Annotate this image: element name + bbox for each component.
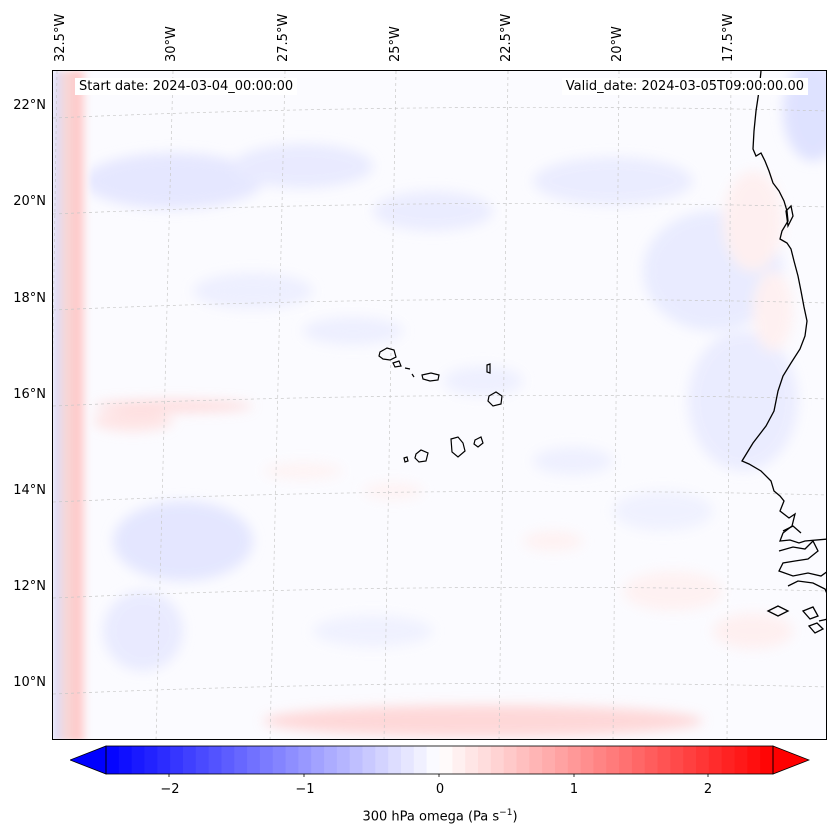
- omega-field: [53, 71, 826, 739]
- colorbar-cell: [388, 746, 402, 774]
- colorbar-cell: [452, 746, 466, 774]
- colorbar-cell: [182, 746, 197, 774]
- colorbar-cell: [734, 746, 748, 774]
- colorbar-cell: [401, 746, 415, 774]
- colorbar-cell: [439, 746, 453, 774]
- colorbar-cell: [503, 746, 518, 774]
- colorbar-cell: [696, 746, 710, 774]
- lon-label-27.5w: 27.5°W: [276, 13, 291, 62]
- colorbar-cell: [144, 746, 158, 774]
- colorbar-label: 300 hPa omega (Pa s−1): [362, 808, 518, 825]
- colorbar-cell: [285, 746, 300, 774]
- lat-label-22n: 22°N: [13, 98, 46, 113]
- colorbar-cell: [721, 746, 736, 774]
- lat-label-10n: 10°N: [13, 675, 46, 690]
- lat-label-16n: 16°N: [13, 387, 46, 402]
- colorbar-cell: [708, 746, 723, 774]
- colorbar-cell: [131, 746, 146, 774]
- colorbar-cell: [272, 746, 287, 774]
- colorbar-tick-neg2: −2: [160, 782, 180, 797]
- colorbar-tick-2: 2: [703, 782, 713, 797]
- lat-label-18n: 18°N: [13, 291, 46, 306]
- colorbar-cell: [619, 746, 633, 774]
- colorbar-cell: [542, 746, 556, 774]
- colorbar-cell: [760, 746, 774, 774]
- colorbar-cell: [490, 746, 505, 774]
- colorbar-tick-marks: [168, 774, 709, 777]
- map-canvas: [53, 71, 826, 739]
- lon-label-17.5w: 17.5°W: [721, 13, 736, 62]
- colorbar-cell: [375, 746, 389, 774]
- colorbar-cell: [747, 746, 761, 774]
- colorbar-cell: [157, 746, 171, 774]
- colorbar-cell: [259, 746, 274, 774]
- colorbar-right-extend: [772, 745, 810, 775]
- lat-label-12n: 12°N: [13, 579, 46, 594]
- colorbar-cell: [631, 746, 646, 774]
- colorbar-cell: [336, 746, 351, 774]
- colorbar-cell: [554, 746, 569, 774]
- colorbar-cell: [234, 746, 248, 774]
- colorbar-cell: [477, 746, 492, 774]
- colorbar-tick-1: 1: [569, 782, 579, 797]
- colorbar-cell: [311, 746, 325, 774]
- cape-verde-islands: [378, 347, 503, 463]
- colorbar-cell: [362, 746, 376, 774]
- colorbar-tick-0: 0: [435, 782, 445, 797]
- colorbar-cell: [657, 746, 671, 774]
- colorbar-cell: [683, 746, 697, 774]
- colorbar-cell: [170, 746, 184, 774]
- lon-label-20w: 20°W: [610, 26, 625, 62]
- start-date-label: Start date: 2024-03-04_00:00:00: [75, 78, 298, 95]
- lon-label-22.5w: 22.5°W: [499, 13, 514, 62]
- colorbar-cell: [529, 746, 543, 774]
- colorbar-cell: [106, 746, 120, 774]
- lon-label-25w: 25°W: [388, 26, 403, 62]
- colorbar-cell: [670, 746, 684, 774]
- graticule: [53, 71, 826, 739]
- colorbar-cell: [413, 746, 428, 774]
- colorbar-cell: [426, 746, 441, 774]
- africa-coastline: [741, 71, 826, 634]
- colorbar-left-extend: [70, 745, 107, 775]
- colorbar-cell: [580, 746, 595, 774]
- colorbar-cell: [644, 746, 659, 774]
- lon-label-32.5w: 32.5°W: [53, 13, 68, 62]
- colorbar-cell: [208, 746, 223, 774]
- colorbar-cells: [106, 746, 774, 774]
- colorbar-cell: [298, 746, 312, 774]
- colorbar-cell: [567, 746, 582, 774]
- lat-label-20n: 20°N: [13, 194, 46, 209]
- colorbar-cell: [247, 746, 261, 774]
- lon-label-30w: 30°W: [164, 26, 179, 62]
- colorbar-outline: [105, 745, 774, 775]
- colorbar-cell: [349, 746, 364, 774]
- colorbar-cell: [118, 746, 133, 774]
- colorbar-cell: [465, 746, 479, 774]
- map-panel: Start date: 2024-03-04_00:00:00 Valid_da…: [52, 70, 827, 740]
- colorbar-cell: [195, 746, 210, 774]
- colorbar-cell: [221, 746, 235, 774]
- lat-label-14n: 14°N: [13, 483, 46, 498]
- valid-date-label: Valid_date: 2024-03-05T09:00:00.00: [561, 78, 808, 95]
- colorbar-cell: [516, 746, 530, 774]
- colorbar-cell: [593, 746, 607, 774]
- colorbar-cell: [606, 746, 620, 774]
- colorbar-cell: [324, 746, 338, 774]
- colorbar: [70, 745, 810, 777]
- colorbar-tick-neg1: −1: [295, 782, 315, 797]
